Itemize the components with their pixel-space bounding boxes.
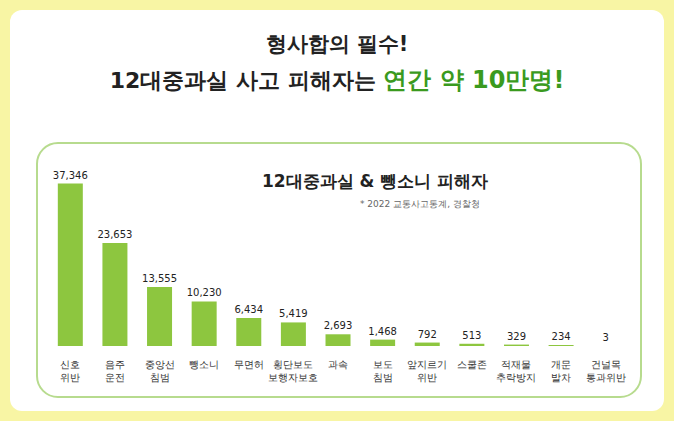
svg-text:앞지르기위반: 앞지르기위반: [407, 359, 447, 383]
svg-text:뺑소니: 뺑소니: [189, 359, 219, 370]
svg-text:건널목통과위반: 건널목통과위반: [586, 359, 626, 383]
svg-text:513: 513: [462, 330, 481, 341]
html-text:형사합의 필수!: 형사합의 필수!: [265, 32, 409, 56]
svg-text:횡단보도보행자보호: 횡단보도보행자보호: [268, 359, 318, 383]
svg-text:13,555: 13,555: [142, 273, 177, 284]
html-text:12대중과실 & 뺑소니 피해자: 12대중과실 & 뺑소니 피해자: [262, 171, 489, 191]
svg-text:3: 3: [603, 332, 609, 343]
svg-text:2,693: 2,693: [324, 320, 353, 331]
svg-text:234: 234: [552, 331, 571, 342]
svg-text:과속: 과속: [328, 359, 348, 370]
svg-text:무면허: 무면허: [234, 359, 264, 370]
svg-text:792: 792: [418, 329, 437, 340]
svg-text:신호위반: 신호위반: [60, 359, 80, 383]
svg-text:음주운전: 음주운전: [105, 359, 125, 383]
svg-text:적재물추락방지: 적재물추락방지: [496, 359, 536, 383]
svg-text:개문발차: 개문발차: [551, 359, 571, 383]
svg-text:37,346: 37,346: [53, 170, 88, 181]
svg-text:1,468: 1,468: [368, 326, 397, 337]
html-text:12대중과실 사고 피해자는 연간 약 10만명!: 12대중과실 사고 피해자는 연간 약 10만명!: [109, 66, 565, 94]
svg-text:6,434: 6,434: [234, 304, 263, 315]
svg-text:5,419: 5,419: [279, 308, 308, 319]
svg-text:23,653: 23,653: [97, 229, 132, 240]
html-text:* 2022 교통사고통계, 경찰청: * 2022 교통사고통계, 경찰청: [360, 199, 480, 209]
svg-text:스쿨존: 스쿨존: [457, 359, 487, 370]
svg-text:10,230: 10,230: [187, 287, 222, 298]
svg-text:329: 329: [507, 331, 526, 342]
svg-text:중앙선침범: 중앙선침범: [145, 359, 175, 383]
svg-text:보도침범: 보도침범: [373, 359, 393, 383]
